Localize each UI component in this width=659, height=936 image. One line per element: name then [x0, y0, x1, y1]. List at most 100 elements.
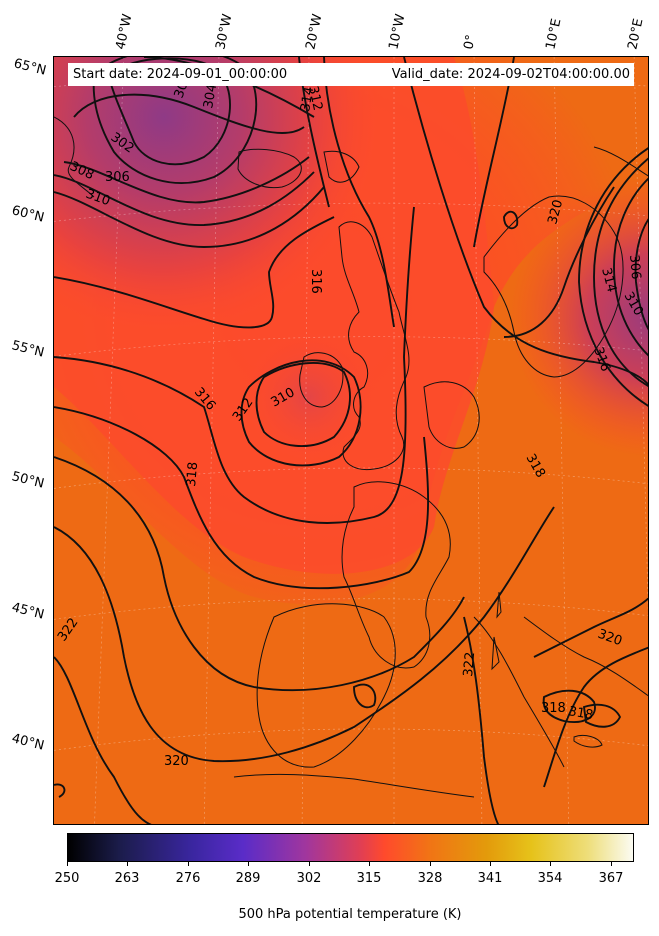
lon-label-10w: 10°W: [386, 12, 409, 51]
colorbar-tick-mark: [309, 862, 310, 866]
great-britain-coast: [338, 221, 410, 471]
colorbar-tick-label: 289: [235, 871, 261, 886]
lon-label-0: 0°: [461, 33, 480, 51]
colorbar-tick-mark: [369, 862, 370, 866]
isentrope-318c: [54, 456, 465, 692]
contour-label-322b: 322: [461, 651, 478, 677]
isentrope-small-loop: [353, 683, 377, 709]
colorbar-tick-label: 367: [598, 871, 624, 886]
isentrope-316b: [54, 206, 415, 524]
ireland-coast: [299, 352, 344, 408]
contour-label-316a: 316: [308, 269, 323, 294]
contour-label-314-east: 314: [598, 266, 619, 294]
lat-label-50n: 50°N: [10, 469, 46, 492]
isentrope-320a: [54, 506, 555, 763]
contour-label-312: 312: [305, 85, 325, 112]
isentrope-316a: [54, 216, 335, 329]
colorbar-tick-mark: [67, 862, 68, 866]
isentropes: [54, 57, 648, 824]
isentrope-304: [73, 93, 305, 134]
start-date-text: Start date: 2024-09-01_00:00:00: [73, 67, 288, 82]
colorbar-tick-label: 250: [54, 871, 80, 886]
isentrope-310: [54, 186, 325, 248]
corsica-coast: [496, 591, 502, 619]
iberia-coast: [256, 603, 396, 768]
isentrope-318b: [403, 57, 648, 386]
lat-label-55n: 55°N: [10, 338, 46, 361]
lon-label-20e: 20°E: [625, 17, 647, 52]
colorbar-tick-mark: [490, 862, 491, 866]
isentrope-320b: [533, 597, 648, 658]
isentrope-small-loop-2: [503, 210, 519, 230]
colorbar-tick-label: 302: [296, 871, 322, 886]
isentrope-318-east-low2: [582, 703, 622, 728]
colorbar-tick-mark: [430, 862, 431, 866]
colorbar-tick-label: 315: [356, 871, 382, 886]
colorbar-tick-label: 341: [477, 871, 503, 886]
isentrope-306-east: [613, 177, 648, 357]
colorbar-tick-mark: [188, 862, 189, 866]
coastlines: [54, 116, 648, 798]
colorbar: [67, 833, 634, 862]
colorbar-tick-label: 328: [417, 871, 443, 886]
lat-label-60n: 60°N: [10, 203, 46, 226]
contour-label-318a: 318: [184, 461, 201, 487]
lat-label-65n: 65°N: [12, 56, 48, 79]
isentrope-314-east: [593, 157, 648, 387]
colorbar-tick-label: 354: [537, 871, 563, 886]
denmark-coast: [423, 381, 480, 449]
contour-label-314: 314: [298, 86, 317, 113]
map-panel[interactable]: 302 304 302 306 308 310 312 314 316 310 …: [53, 56, 649, 825]
lat-label-40n: 40°N: [10, 731, 46, 754]
sardinia-coast: [491, 636, 500, 671]
isentrope-300: [107, 57, 231, 166]
contour-label-306: 306: [105, 170, 130, 185]
contour-label-318-east: 318: [541, 701, 566, 716]
isentrope-316-east: [578, 147, 648, 407]
isentrope-edge-loop: [54, 783, 66, 798]
contour-label-304: 304: [201, 83, 220, 110]
isentrope-302: [92, 57, 258, 184]
north-africa-coast: [233, 773, 475, 798]
greenland-coast: [54, 116, 95, 198]
isentrope-318-east-low: [542, 689, 596, 723]
contour-label-318-east2: 318: [567, 704, 594, 723]
contour-label-320a: 320: [164, 754, 189, 769]
colorbar-tick-mark: [248, 862, 249, 866]
france-coast: [341, 481, 451, 669]
contour-label-320c: 320: [545, 198, 566, 226]
contour-label-306-east: 306: [626, 254, 643, 280]
isentrope-306: [63, 156, 310, 204]
faroe-coast: [323, 150, 360, 183]
valid-date-text: Valid_date: 2024-09-02T04:00:00.00: [391, 67, 630, 82]
iceland-coast: [237, 148, 302, 189]
isentrope-308: [54, 171, 315, 226]
lon-label-40w: 40°W: [113, 12, 136, 51]
isentrope-320d: [543, 646, 648, 788]
isentrope-310-cutoff: [255, 362, 351, 447]
lat-label-45n: 45°N: [10, 600, 46, 623]
colorbar-label: 500 hPa potential temperature (K): [238, 907, 462, 922]
potential-temperature-map: 302 304 302 306 308 310 312 314 316 310 …: [54, 57, 648, 824]
isentrope-322a: [54, 656, 152, 824]
isentrope-314: [323, 57, 395, 328]
lon-label-30w: 30°W: [213, 12, 236, 51]
colorbar-tick-label: 276: [175, 871, 201, 886]
colorbar-tick-mark: [550, 862, 551, 866]
baltic-coast: [593, 146, 648, 177]
isentrope-312-cutoff: [240, 359, 362, 467]
isentrope-318a: [54, 406, 430, 590]
scandinavia-coast: [483, 195, 624, 378]
colorbar-tick-mark: [127, 862, 128, 866]
isentrope-304-east: [634, 218, 648, 331]
date-banner: Start date: 2024-09-01_00:00:00 Valid_da…: [68, 63, 634, 86]
colorbar-tick-mark: [611, 862, 612, 866]
isentrope-320c: [503, 186, 615, 338]
balkans-coast: [523, 616, 648, 697]
lon-label-10e: 10°E: [543, 17, 565, 52]
crete-coast: [573, 734, 603, 748]
isentrope-322b: [463, 616, 500, 824]
colorbar-tick-label: 263: [114, 871, 140, 886]
italy-coast: [473, 616, 565, 768]
lon-label-20w: 20°W: [303, 12, 326, 51]
